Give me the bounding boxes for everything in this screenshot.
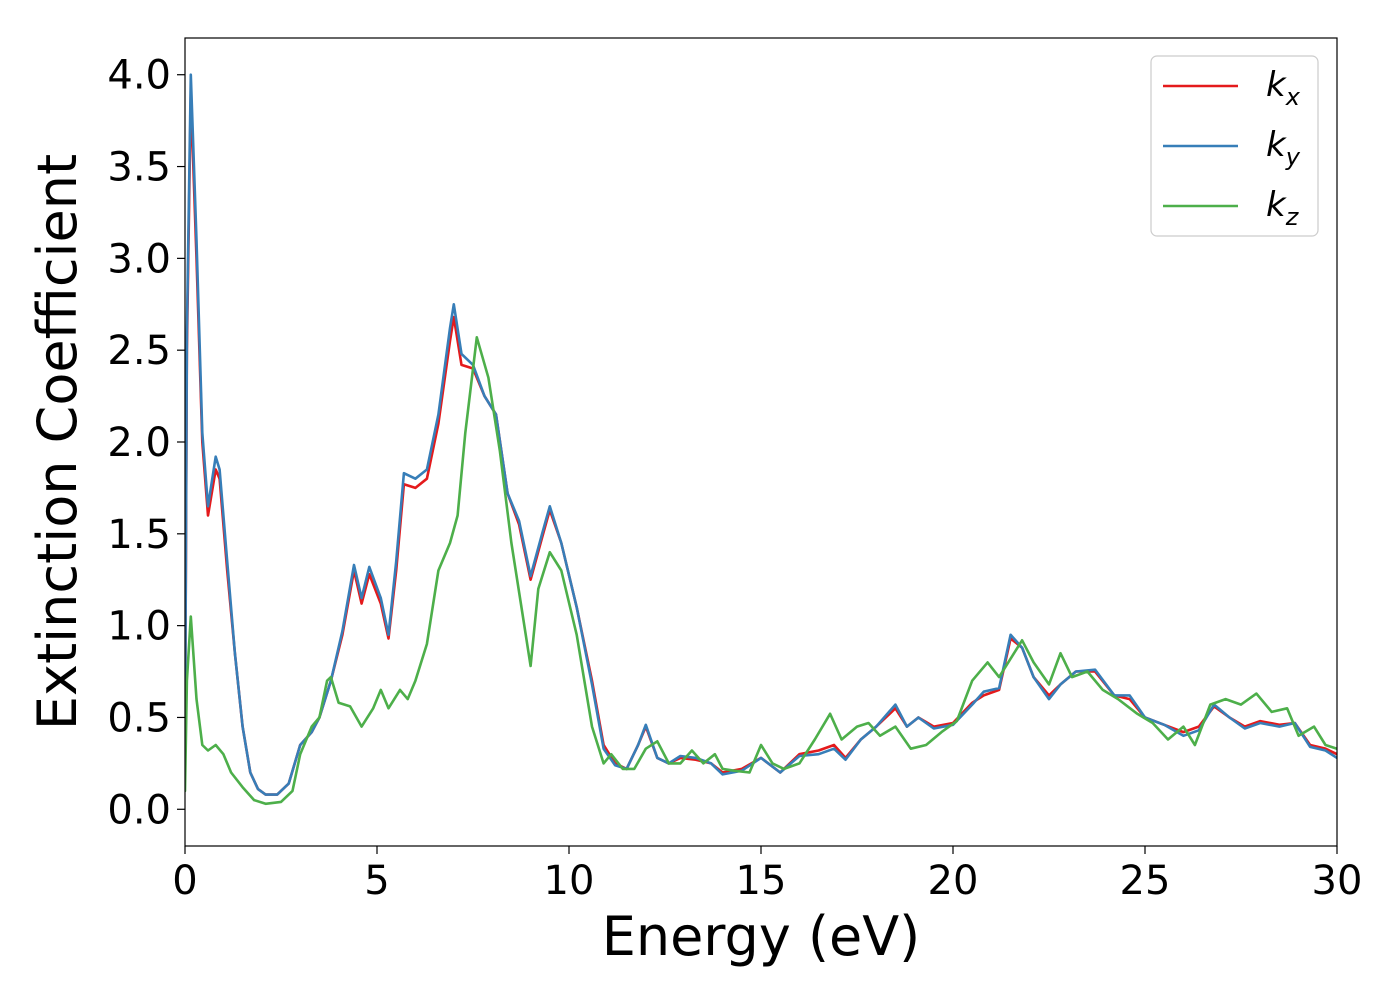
legend-label-subscript: z <box>1285 203 1300 231</box>
legend-label-base: k <box>1266 185 1287 225</box>
x-axis-label: Energy (eV) <box>602 905 921 968</box>
y-axis-label: Extinction Coefficient <box>26 154 89 730</box>
x-tick-label: 25 <box>1120 858 1171 904</box>
legend-label-base: k <box>1266 65 1287 105</box>
legend-label-ky: ky <box>1266 125 1301 171</box>
y-tick-label: 1.0 <box>107 604 171 650</box>
x-tick-label: 5 <box>364 858 389 904</box>
y-tick-label: 0.5 <box>107 695 171 741</box>
legend-label-kx: kx <box>1266 65 1301 111</box>
x-tick-label: 30 <box>1312 858 1363 904</box>
legend-label-kz: kz <box>1266 185 1300 231</box>
series-layer <box>185 73 1337 806</box>
x-tick-label: 0 <box>172 858 197 904</box>
legend-label-subscript: x <box>1285 83 1301 111</box>
legend-label-base: k <box>1266 125 1287 165</box>
legend-label-subscript: y <box>1285 143 1301 171</box>
y-axis: 0.0 0.5 1.0 1.5 2.0 2.5 3.0 3.5 4.0 <box>107 53 185 833</box>
x-tick-label: 20 <box>928 858 979 904</box>
x-axis: 0 5 10 15 20 25 30 <box>172 846 1362 904</box>
y-tick-label: 1.5 <box>107 512 171 558</box>
y-tick-label: 2.0 <box>107 420 171 466</box>
x-tick-label: 15 <box>736 858 787 904</box>
x-tick-label: 10 <box>544 858 595 904</box>
y-tick-label: 3.0 <box>107 236 171 282</box>
y-tick-label: 4.0 <box>107 53 171 99</box>
y-tick-label: 0.0 <box>107 787 171 833</box>
y-tick-label: 2.5 <box>107 328 171 374</box>
series-line-kz <box>185 336 1337 806</box>
y-tick-label: 3.5 <box>107 145 171 191</box>
